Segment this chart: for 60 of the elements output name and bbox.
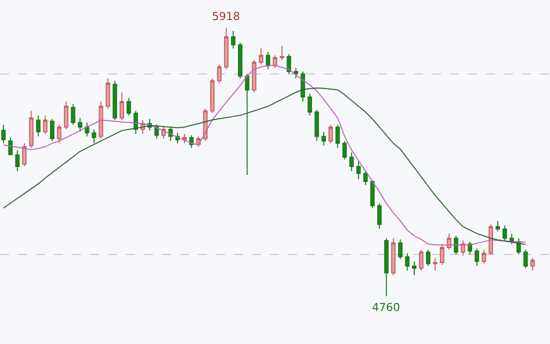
candlestick (112, 80, 118, 121)
candlestick (314, 109, 319, 142)
candlestick (398, 238, 403, 260)
candlestick (224, 28, 228, 70)
candlestick (482, 249, 486, 264)
candlestick (432, 257, 438, 272)
candlestick (98, 101, 104, 140)
candlestick (1, 124, 6, 144)
candlestick (231, 30, 236, 49)
candlestick (8, 137, 13, 156)
candlestick (419, 249, 424, 272)
candlestick (440, 243, 444, 266)
candlestick (126, 98, 131, 116)
candlestick (280, 46, 284, 60)
candlestick (120, 92, 124, 121)
candlestick (496, 220, 500, 232)
candlestick (15, 150, 20, 172)
candlestick (238, 42, 242, 79)
candlestick (523, 249, 528, 269)
candlestick (328, 124, 333, 144)
candlestick (322, 131, 326, 146)
candlestick (342, 140, 347, 160)
candlestick (335, 124, 340, 148)
candlestick (426, 249, 430, 266)
candlestick (36, 115, 40, 137)
candlestick (92, 128, 96, 144)
candlestick (106, 78, 110, 110)
candlestick (377, 202, 382, 230)
candlestick (294, 68, 298, 79)
candlestick (300, 71, 306, 102)
annotation: 5918 (212, 10, 240, 23)
candlestick (474, 248, 480, 266)
candlestick (405, 252, 410, 272)
candlestick (78, 117, 82, 132)
candlestick (349, 152, 354, 172)
candlestick (22, 142, 27, 167)
candlestick (50, 118, 54, 142)
candlestick (217, 64, 222, 84)
candlestick (258, 48, 264, 66)
candlestick (29, 110, 34, 148)
candlestick (488, 224, 494, 255)
candlestick (502, 224, 507, 242)
candlestick (56, 124, 62, 144)
candlestick (308, 93, 312, 116)
candlestick (446, 233, 452, 250)
candlestick (530, 257, 535, 272)
annotation: 4760 (372, 301, 400, 314)
candlestick (154, 124, 159, 140)
candlestick (210, 78, 215, 114)
candlestick (43, 115, 48, 135)
candlestick (356, 161, 361, 180)
candlestick (384, 238, 389, 297)
candlestick (391, 238, 396, 276)
candlestick (412, 260, 416, 276)
candlestick (286, 54, 292, 74)
candlestick (64, 101, 68, 130)
candlestick (182, 134, 187, 144)
candlestick (70, 103, 76, 126)
candlestick (244, 73, 250, 176)
candlestick (252, 59, 256, 93)
